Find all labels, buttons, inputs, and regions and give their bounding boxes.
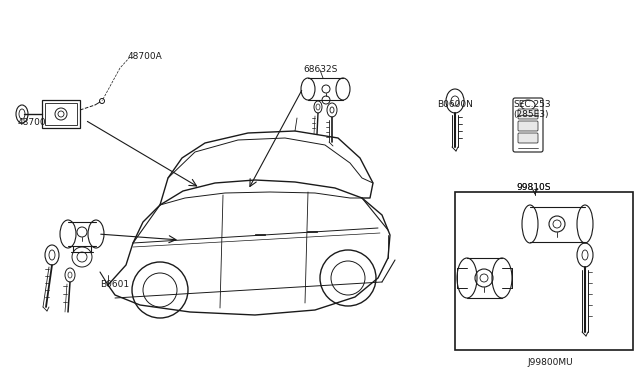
Text: B0601: B0601 <box>100 280 129 289</box>
Text: B0600N: B0600N <box>437 100 473 109</box>
Text: J99800MU: J99800MU <box>527 358 573 367</box>
Bar <box>45 103 77 125</box>
Text: 48700A: 48700A <box>128 52 163 61</box>
Text: (285E3): (285E3) <box>513 110 548 119</box>
Bar <box>455 192 633 350</box>
Bar <box>255 234 265 235</box>
FancyBboxPatch shape <box>518 133 538 143</box>
Text: 99810S: 99810S <box>516 183 550 192</box>
FancyBboxPatch shape <box>518 121 538 131</box>
FancyBboxPatch shape <box>518 109 538 119</box>
Text: 48700: 48700 <box>18 118 47 127</box>
Bar <box>42 100 80 128</box>
Text: 68632S: 68632S <box>303 65 337 74</box>
Text: 99810S: 99810S <box>516 183 550 192</box>
Text: SEC.253: SEC.253 <box>513 100 550 109</box>
Bar <box>307 231 317 232</box>
